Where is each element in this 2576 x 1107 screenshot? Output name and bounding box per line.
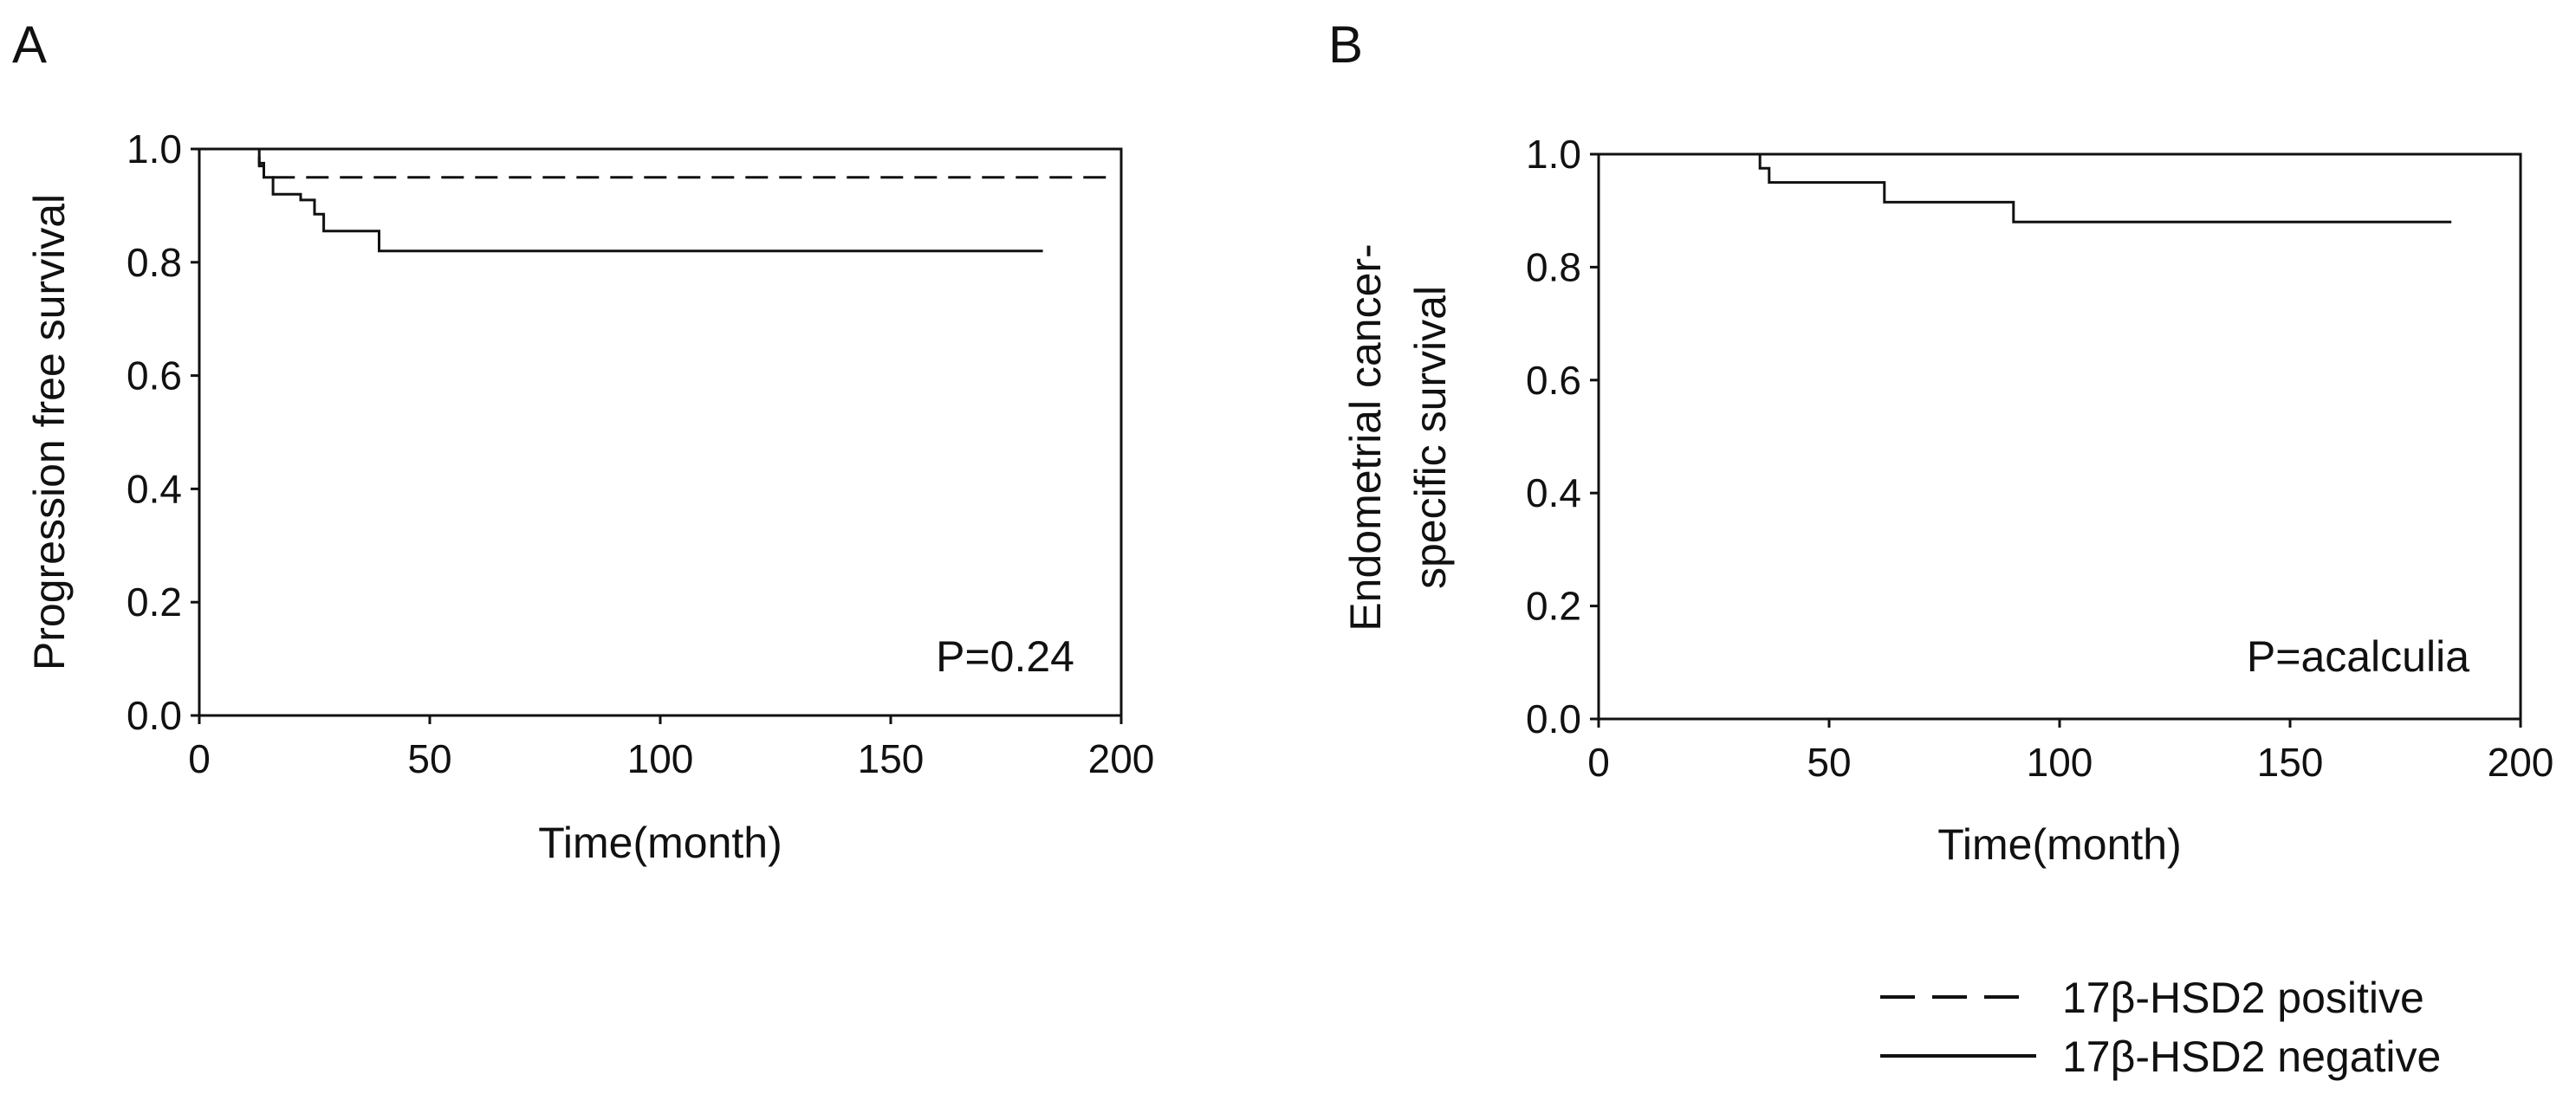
panel-b-y-ticks: 0.0 0.2 0.4 0.6 0.8 1.0 — [1526, 132, 1599, 741]
panel-b-y-axis-title-line-2: specific survival — [1406, 286, 1455, 589]
panel-a-y-tick-label-1: 0.2 — [127, 579, 182, 625]
panel-b-y-axis-title-line-1: Endometrial cancer- — [1341, 243, 1390, 631]
panel-a-y-tick-label-3: 0.6 — [127, 353, 182, 398]
panel-a-y-tick-label-4: 0.8 — [127, 240, 182, 285]
panel-b-x-axis-title: Time(month) — [1937, 820, 2182, 869]
panel-a-y-tick-label-0: 0.0 — [127, 693, 182, 738]
panel-a-plot-frame — [198, 147, 1123, 717]
panel-b: B 0.0 0.2 0.4 0.6 0.8 1.0 0 50 100 150 200 P=acal… — [1328, 16, 2553, 869]
panel-b-x-tick-label-4: 200 — [2488, 740, 2554, 785]
panel-a-y-ticks: 0.0 0.2 0.4 0.6 0.8 1.0 — [127, 126, 199, 738]
panel-b-y-tick-label-0: 0.0 — [1526, 696, 1581, 741]
panel-b-y-tick-label-3: 0.6 — [1526, 358, 1581, 403]
panel-a-series-negative — [199, 147, 1043, 253]
panel-b-p-value: P=acalculia — [2247, 632, 2469, 681]
panel-a-x-tick-label-3: 150 — [858, 736, 925, 781]
panel-a-x-tick-label-0: 0 — [188, 736, 211, 781]
panel-a-x-axis-title: Time(month) — [538, 819, 782, 867]
panel-b-label: B — [1328, 16, 1363, 74]
panel-b-x-tick-label-1: 50 — [1807, 740, 1851, 785]
legend-positive-label: 17β-HSD2 positive — [2062, 974, 2424, 1022]
panel-b-y-tick-label-5: 1.0 — [1526, 132, 1581, 177]
panel-b-series-negative — [1599, 152, 2452, 223]
panel-b-y-tick-label-4: 0.8 — [1526, 244, 1581, 289]
legend-negative-label: 17β-HSD2 negative — [2062, 1033, 2441, 1081]
panel-b-series — [1599, 152, 2507, 223]
panel-a-x-tick-label-2: 100 — [627, 736, 694, 781]
panel-a-series — [199, 147, 1107, 253]
panel-a: A 0.0 0.2 0.4 0.6 0.8 1.0 0 50 100 150 200 P=0.24… — [12, 16, 1154, 867]
panel-b-x-tick-label-3: 150 — [2257, 740, 2324, 785]
panel-a-x-tick-label-1: 50 — [407, 736, 451, 781]
panel-b-y-tick-label-2: 0.4 — [1526, 470, 1581, 515]
panel-a-x-tick-label-4: 200 — [1088, 736, 1155, 781]
panel-a-p-value: P=0.24 — [936, 632, 1074, 681]
panel-a-y-tick-label-2: 0.4 — [127, 466, 182, 511]
panel-a-y-tick-label-5: 1.0 — [127, 126, 182, 172]
panel-a-y-axis-title: Progression free survival — [25, 194, 74, 670]
panel-b-y-tick-label-1: 0.2 — [1526, 584, 1581, 629]
panel-a-series-positive — [199, 147, 1107, 179]
panel-a-label: A — [12, 16, 47, 74]
panel-b-x-tick-label-0: 0 — [1587, 740, 1610, 785]
legend: 17β-HSD2 positive 17β-HSD2 negative — [1880, 974, 2441, 1081]
panel-b-x-tick-label-2: 100 — [2027, 740, 2093, 785]
panel-a-x-ticks: 0 50 100 150 200 — [188, 715, 1154, 781]
panel-b-x-ticks: 0 50 100 150 200 — [1587, 719, 2553, 785]
